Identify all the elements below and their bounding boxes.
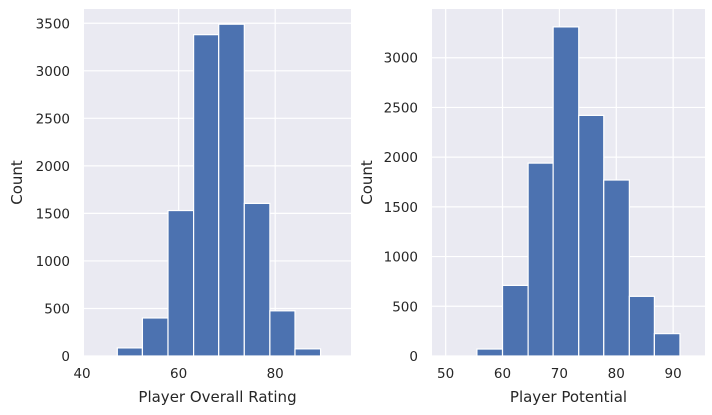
left-histogram-panel: 40 60 80 0 500 1000 1500 2000 2500 3000 3500 Playe… — [8, 9, 351, 406]
left-y-tick-label: 3500 — [36, 16, 70, 32]
right-histogram-bar — [476, 348, 504, 357]
left-y-tick-label: 0 — [61, 349, 70, 365]
right-y-tick-label: 0 — [409, 349, 418, 365]
right-x-tick-label: 60 — [494, 366, 511, 382]
left-histogram-bar — [269, 310, 296, 357]
right-y-tick-label: 1000 — [384, 250, 418, 266]
right-tick-labels: 50 60 70 80 90 0 500 1000 1500 2000 2500 3000 — [384, 51, 682, 382]
left-histogram-bar — [116, 347, 144, 357]
right-bars — [476, 26, 681, 357]
left-y-tick-label: 1500 — [36, 206, 70, 222]
left-histogram-bar — [167, 209, 195, 357]
left-y-tick-label: 500 — [44, 301, 70, 317]
left-histogram-bar — [218, 23, 245, 357]
right-histogram-bar — [578, 114, 605, 357]
right-x-axis-label: Player Potential — [510, 388, 627, 406]
right-x-tick-label: 80 — [608, 366, 625, 382]
right-x-tick-label: 90 — [665, 366, 682, 382]
right-y-tick-label: 2000 — [384, 150, 418, 166]
right-y-axis-label: Count — [358, 160, 376, 205]
left-histogram-bar — [243, 202, 271, 357]
left-x-tick-label: 60 — [170, 366, 187, 382]
left-x-tick-label: 80 — [267, 366, 284, 382]
left-tick-labels: 40 60 80 0 500 1000 1500 2000 2500 3000 3500 — [36, 16, 284, 382]
right-histogram-bar — [603, 179, 630, 357]
right-y-tick-label: 500 — [392, 299, 418, 315]
left-histogram-bar — [294, 348, 322, 357]
right-histogram-panel: 50 60 70 80 90 0 500 1000 1500 2000 2500 3000 Playe… — [358, 9, 705, 406]
right-x-tick-label: 50 — [437, 366, 454, 382]
right-histogram-bar — [552, 26, 580, 357]
right-histogram-bar — [527, 162, 554, 357]
right-histogram-bar — [501, 284, 529, 357]
left-x-tick-label: 40 — [73, 366, 90, 382]
right-y-tick-label: 3000 — [384, 51, 418, 67]
left-y-tick-label: 2500 — [36, 111, 70, 127]
right-y-tick-label: 1500 — [384, 200, 418, 216]
left-y-tick-label: 1000 — [36, 254, 70, 270]
right-y-tick-label: 2500 — [384, 100, 418, 116]
left-histogram-bar — [141, 317, 169, 357]
left-y-tick-label: 3000 — [36, 64, 70, 80]
left-bars — [116, 23, 322, 357]
left-histogram-bar — [193, 34, 220, 357]
left-x-axis-label: Player Overall Rating — [138, 388, 296, 406]
left-y-axis-label: Count — [8, 160, 26, 205]
right-histogram-bar — [653, 333, 681, 357]
right-histogram-bar — [628, 295, 655, 357]
left-y-tick-label: 2000 — [36, 159, 70, 175]
right-x-tick-label: 70 — [551, 366, 568, 382]
